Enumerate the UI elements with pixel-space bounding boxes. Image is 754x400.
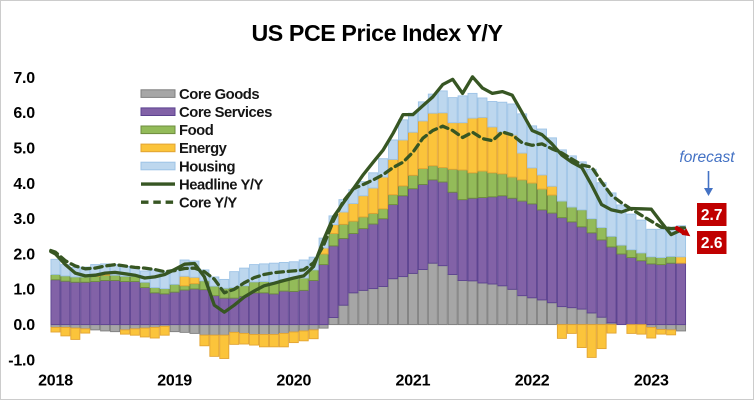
svg-text:Energy: Energy xyxy=(179,141,228,157)
svg-text:-1.0: -1.0 xyxy=(8,352,35,369)
svg-text:Core Goods: Core Goods xyxy=(179,87,259,103)
svg-text:2.0: 2.0 xyxy=(13,246,35,263)
svg-text:4.0: 4.0 xyxy=(13,176,35,193)
svg-text:2023: 2023 xyxy=(634,373,669,390)
svg-text:1.0: 1.0 xyxy=(13,282,35,299)
svg-text:2019: 2019 xyxy=(157,373,192,390)
svg-text:2.6: 2.6 xyxy=(701,235,723,252)
svg-text:Core Services: Core Services xyxy=(179,105,272,121)
svg-text:Housing: Housing xyxy=(179,159,235,175)
svg-text:6.0: 6.0 xyxy=(13,105,35,122)
svg-text:3.0: 3.0 xyxy=(13,211,35,228)
svg-text:0.0: 0.0 xyxy=(13,317,35,334)
svg-text:forecast: forecast xyxy=(679,149,735,166)
svg-text:2021: 2021 xyxy=(396,373,431,390)
svg-text:7.0: 7.0 xyxy=(13,70,35,87)
svg-text:2022: 2022 xyxy=(515,373,550,390)
svg-text:2018: 2018 xyxy=(38,373,73,390)
svg-text:5.0: 5.0 xyxy=(13,141,35,158)
svg-text:Core Y/Y: Core Y/Y xyxy=(179,196,237,212)
svg-text:2.7: 2.7 xyxy=(701,207,723,224)
svg-text:2020: 2020 xyxy=(276,373,311,390)
svg-text:Food: Food xyxy=(179,123,214,139)
svg-text:Headline Y/Y: Headline Y/Y xyxy=(179,177,264,193)
